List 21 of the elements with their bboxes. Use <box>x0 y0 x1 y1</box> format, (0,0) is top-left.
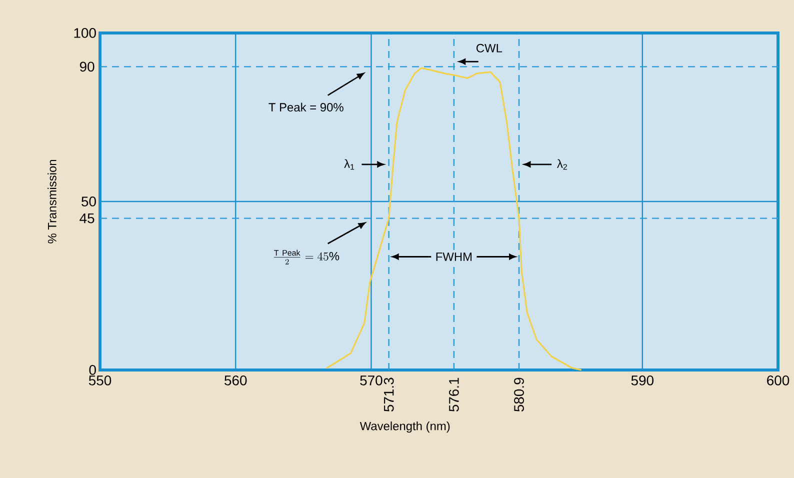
annotation: T Peak = 90% <box>268 102 344 112</box>
ref-line-label: 580.9 <box>514 378 524 412</box>
annotation: λ$_{1}$ <box>344 159 354 170</box>
x-tick-label: 570 <box>360 375 382 386</box>
x-tick-label: 560 <box>224 375 247 386</box>
x-tick-label: 550 <box>88 375 112 386</box>
annotation: FWHM <box>436 252 472 261</box>
annotation: CWL <box>476 44 502 52</box>
y-tick-label: 50 <box>82 196 96 206</box>
ref-line-label: 90 <box>80 62 94 72</box>
annotation: $\frac{\mathrm{T\ Peak}}{2} = 45\%$ <box>274 250 340 264</box>
y-tick-label: 100 <box>74 28 96 38</box>
y-axis-title: % Transmission <box>48 160 56 244</box>
x-tick-label: 600 <box>767 375 790 386</box>
y-tick-label: 0 <box>89 365 96 375</box>
x-axis-title: Wavelength (nm) <box>360 422 450 433</box>
ref-line-label: 576.1 <box>448 378 459 412</box>
annotation: λ$_{2}$ <box>557 159 567 170</box>
x-tick-label: 590 <box>631 375 654 386</box>
ref-line-label: 571.3 <box>384 378 394 412</box>
ref-line-label: 45 <box>80 213 94 224</box>
